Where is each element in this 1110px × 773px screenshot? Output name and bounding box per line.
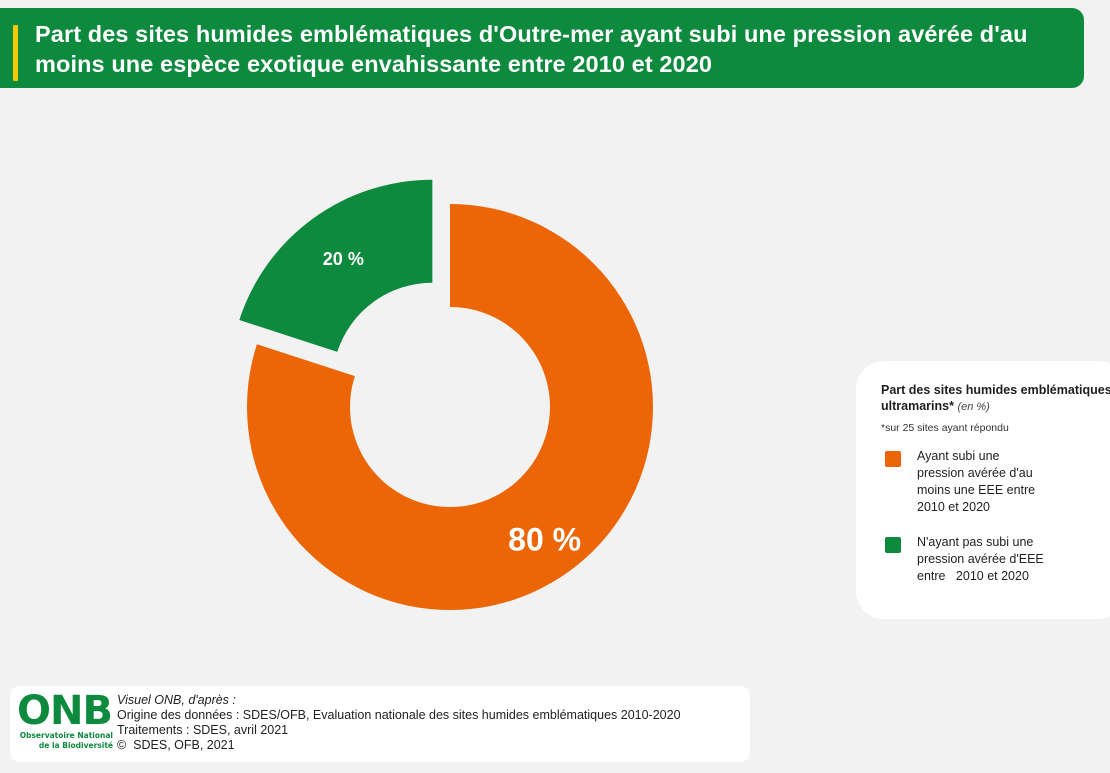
legend-item-not-impacted: N'ayant pas subi une pression avérée d'E… xyxy=(881,534,1110,585)
legend: Part des sites humides emblématiques ult… xyxy=(856,361,1110,619)
legend-label-line: Ayant subi une xyxy=(917,449,1000,463)
legend-label-line: 2010 et 2020 xyxy=(917,500,990,514)
chart-title: Part des sites humides emblématiques d'O… xyxy=(35,21,1028,77)
onb-logo: ONB Observatoire National de la Biodiver… xyxy=(17,688,113,750)
footer-traitements: Traitements : SDES, avril 2021 xyxy=(117,723,289,737)
legend-title: Part des sites humides emblématiques ult… xyxy=(881,382,1110,415)
legend-label-line: pression avérée d'EEE xyxy=(917,552,1044,566)
legend-note: *sur 25 sites ayant répondu xyxy=(881,422,1009,434)
footer-origine: Origine des données : SDES/OFB, Evaluati… xyxy=(117,708,681,722)
legend-swatch-orange xyxy=(885,451,901,467)
legend-label-line: N'ayant pas subi une xyxy=(917,535,1034,549)
onb-logo-letters: ONB xyxy=(17,688,113,734)
onb-logo-line1: Observatoire National xyxy=(19,731,113,740)
footer-visuel: Visuel ONB, d'après : xyxy=(117,693,236,707)
legend-label-line: entre 2010 et 2020 xyxy=(917,569,1029,583)
legend-label-line: moins une EEE entre xyxy=(917,483,1036,497)
legend-label-line: pression avérée d'au xyxy=(917,466,1033,480)
title-banner: Part des sites humides emblématiques d'O… xyxy=(0,8,1084,88)
donut-slice-1 xyxy=(239,179,433,352)
legend-unit: (en %) xyxy=(957,401,990,413)
legend-swatch-green xyxy=(885,537,901,553)
donut-value-label-0: 80 % xyxy=(508,522,581,558)
donut-value-label-1: 20 % xyxy=(323,249,364,269)
legend-title-text: Part des sites humides emblématiques ult… xyxy=(881,383,1110,413)
donut-slice-0 xyxy=(246,204,653,610)
title-accent-bar xyxy=(13,25,18,81)
footer-credits: Visuel ONB, d'après : Origine des donnée… xyxy=(117,693,681,753)
onb-logo-line2: de la Biodiversité xyxy=(38,741,113,750)
legend-item-impacted: Ayant subi une pression avérée d'au moin… xyxy=(881,448,1110,516)
footer-copyright: © SDES, OFB, 2021 xyxy=(117,738,235,752)
footer: ONB Observatoire National de la Biodiver… xyxy=(10,686,750,762)
